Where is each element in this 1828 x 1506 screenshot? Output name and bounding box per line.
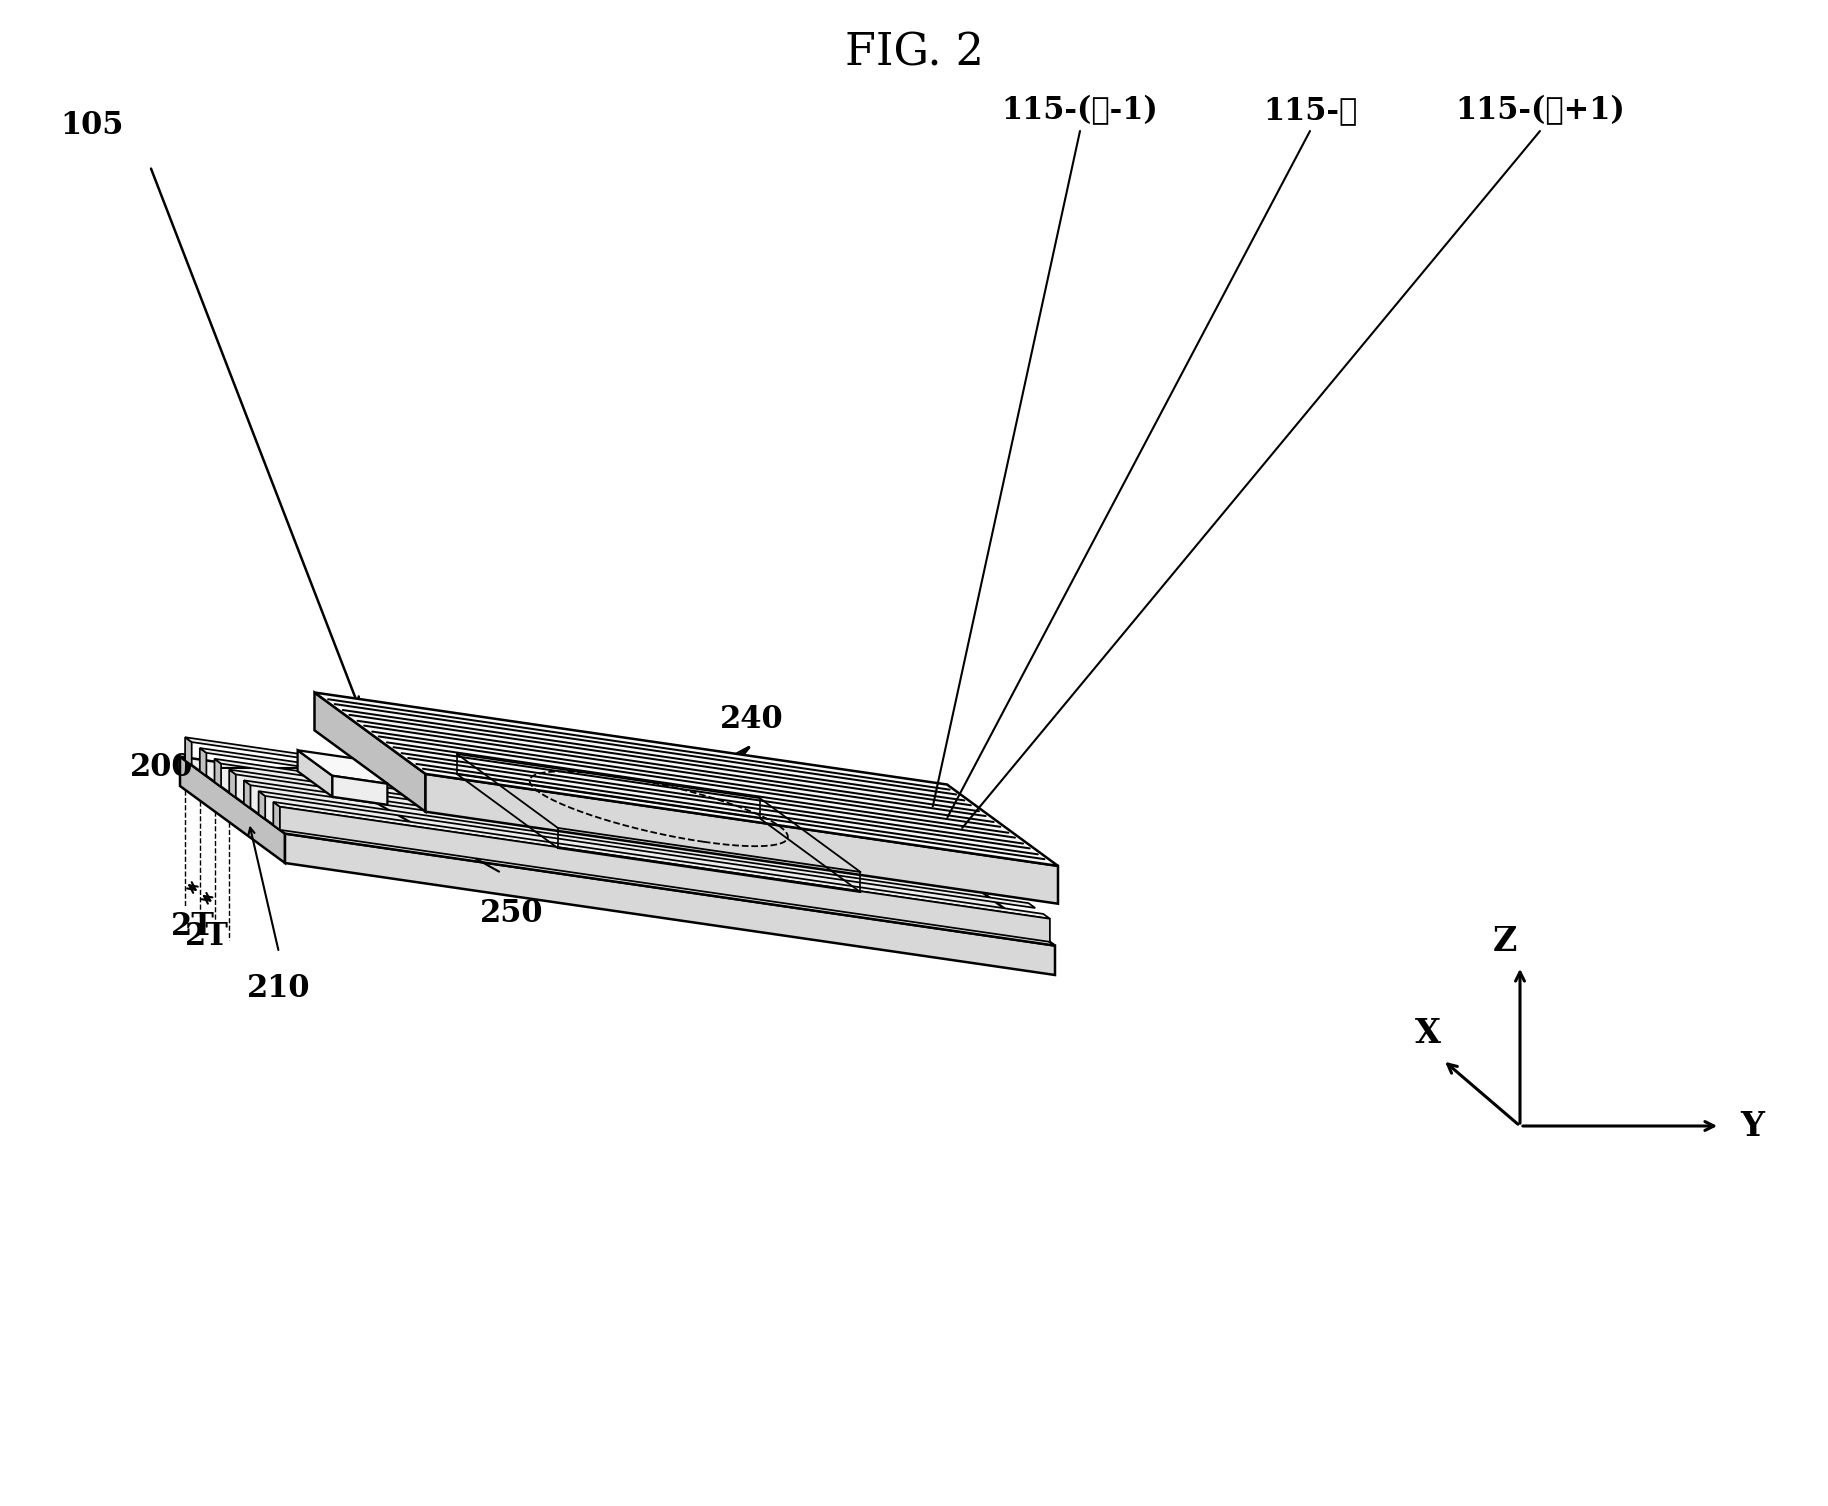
Text: 250: 250 bbox=[479, 898, 543, 929]
Text: 210: 210 bbox=[247, 973, 311, 1003]
Polygon shape bbox=[333, 776, 388, 804]
Polygon shape bbox=[179, 756, 285, 863]
Polygon shape bbox=[214, 759, 221, 786]
Text: 2T: 2T bbox=[170, 911, 214, 941]
Polygon shape bbox=[298, 750, 333, 797]
Polygon shape bbox=[199, 748, 976, 864]
Polygon shape bbox=[258, 791, 265, 819]
Polygon shape bbox=[274, 801, 1049, 919]
Text: Y: Y bbox=[1740, 1110, 1764, 1143]
Polygon shape bbox=[280, 807, 1049, 941]
Text: 220: 220 bbox=[866, 837, 930, 869]
Text: 240: 240 bbox=[720, 705, 782, 735]
Polygon shape bbox=[228, 770, 1005, 887]
Text: 105: 105 bbox=[60, 110, 122, 142]
Text: 2T: 2T bbox=[185, 922, 228, 952]
Polygon shape bbox=[243, 780, 250, 809]
Polygon shape bbox=[185, 738, 962, 854]
Polygon shape bbox=[243, 780, 1020, 898]
Text: FIG. 2: FIG. 2 bbox=[845, 32, 983, 74]
Text: 115-ℓ: 115-ℓ bbox=[1263, 95, 1356, 127]
Text: X: X bbox=[1415, 1017, 1440, 1050]
Polygon shape bbox=[199, 748, 207, 776]
Text: Z: Z bbox=[1493, 925, 1517, 958]
Text: 230: 230 bbox=[494, 730, 558, 761]
Polygon shape bbox=[314, 693, 426, 812]
Polygon shape bbox=[285, 834, 1055, 974]
Polygon shape bbox=[214, 759, 991, 875]
Text: 200: 200 bbox=[130, 753, 194, 783]
Polygon shape bbox=[426, 774, 1058, 904]
Text: 115-(ℓ+1): 115-(ℓ+1) bbox=[1455, 95, 1625, 127]
Polygon shape bbox=[258, 791, 1035, 908]
Polygon shape bbox=[179, 756, 1055, 946]
Polygon shape bbox=[298, 750, 388, 783]
Text: 115-(ℓ-1): 115-(ℓ-1) bbox=[1002, 95, 1159, 127]
Polygon shape bbox=[228, 770, 236, 798]
Polygon shape bbox=[185, 738, 192, 765]
Polygon shape bbox=[274, 801, 280, 830]
Polygon shape bbox=[314, 693, 1058, 866]
